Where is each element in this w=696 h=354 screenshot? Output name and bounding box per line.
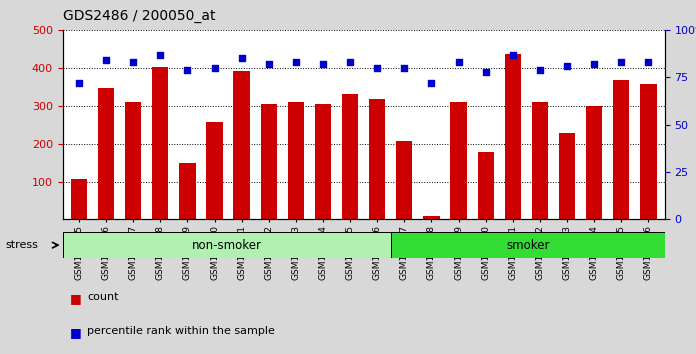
Point	[399, 65, 410, 71]
Point	[643, 59, 654, 65]
Bar	[640, 84, 656, 219]
Bar	[180, 164, 196, 219]
Point	[73, 80, 84, 86]
Point	[100, 58, 111, 63]
Point	[453, 59, 464, 65]
Point	[345, 59, 356, 65]
Text: stress: stress	[6, 240, 38, 250]
Text: smoker: smoker	[506, 239, 550, 252]
Bar	[505, 53, 521, 219]
Bar	[207, 122, 223, 219]
Bar	[450, 102, 467, 219]
Bar	[342, 95, 358, 219]
Point	[209, 65, 220, 71]
Point	[426, 80, 437, 86]
Bar	[613, 80, 629, 219]
Point	[182, 67, 193, 73]
Text: ■: ■	[70, 326, 81, 339]
Point	[290, 59, 301, 65]
Point	[480, 69, 491, 75]
Bar	[477, 152, 494, 219]
Point	[155, 52, 166, 58]
Point	[507, 52, 519, 58]
Bar	[391, 232, 665, 258]
Point	[589, 61, 600, 67]
Point	[535, 67, 546, 73]
Bar	[71, 178, 87, 219]
Point	[317, 61, 329, 67]
Bar	[532, 102, 548, 219]
Text: ■: ■	[70, 292, 81, 305]
Bar	[423, 216, 440, 219]
Bar	[315, 104, 331, 219]
Bar	[125, 102, 141, 219]
Text: non-smoker: non-smoker	[192, 239, 262, 252]
Text: GDS2486 / 200050_at: GDS2486 / 200050_at	[63, 9, 215, 23]
Bar	[396, 141, 413, 219]
Point	[263, 61, 274, 67]
Bar	[233, 72, 250, 219]
Text: percentile rank within the sample: percentile rank within the sample	[87, 326, 275, 336]
Point	[236, 56, 247, 61]
Point	[562, 63, 573, 69]
Bar	[98, 88, 114, 219]
Bar	[586, 106, 602, 219]
Text: count: count	[87, 292, 118, 302]
Bar	[287, 102, 304, 219]
Bar	[152, 67, 168, 219]
Bar	[260, 104, 277, 219]
Bar	[63, 232, 391, 258]
Point	[616, 59, 627, 65]
Bar	[559, 133, 575, 219]
Bar	[369, 99, 386, 219]
Point	[127, 59, 139, 65]
Point	[372, 65, 383, 71]
